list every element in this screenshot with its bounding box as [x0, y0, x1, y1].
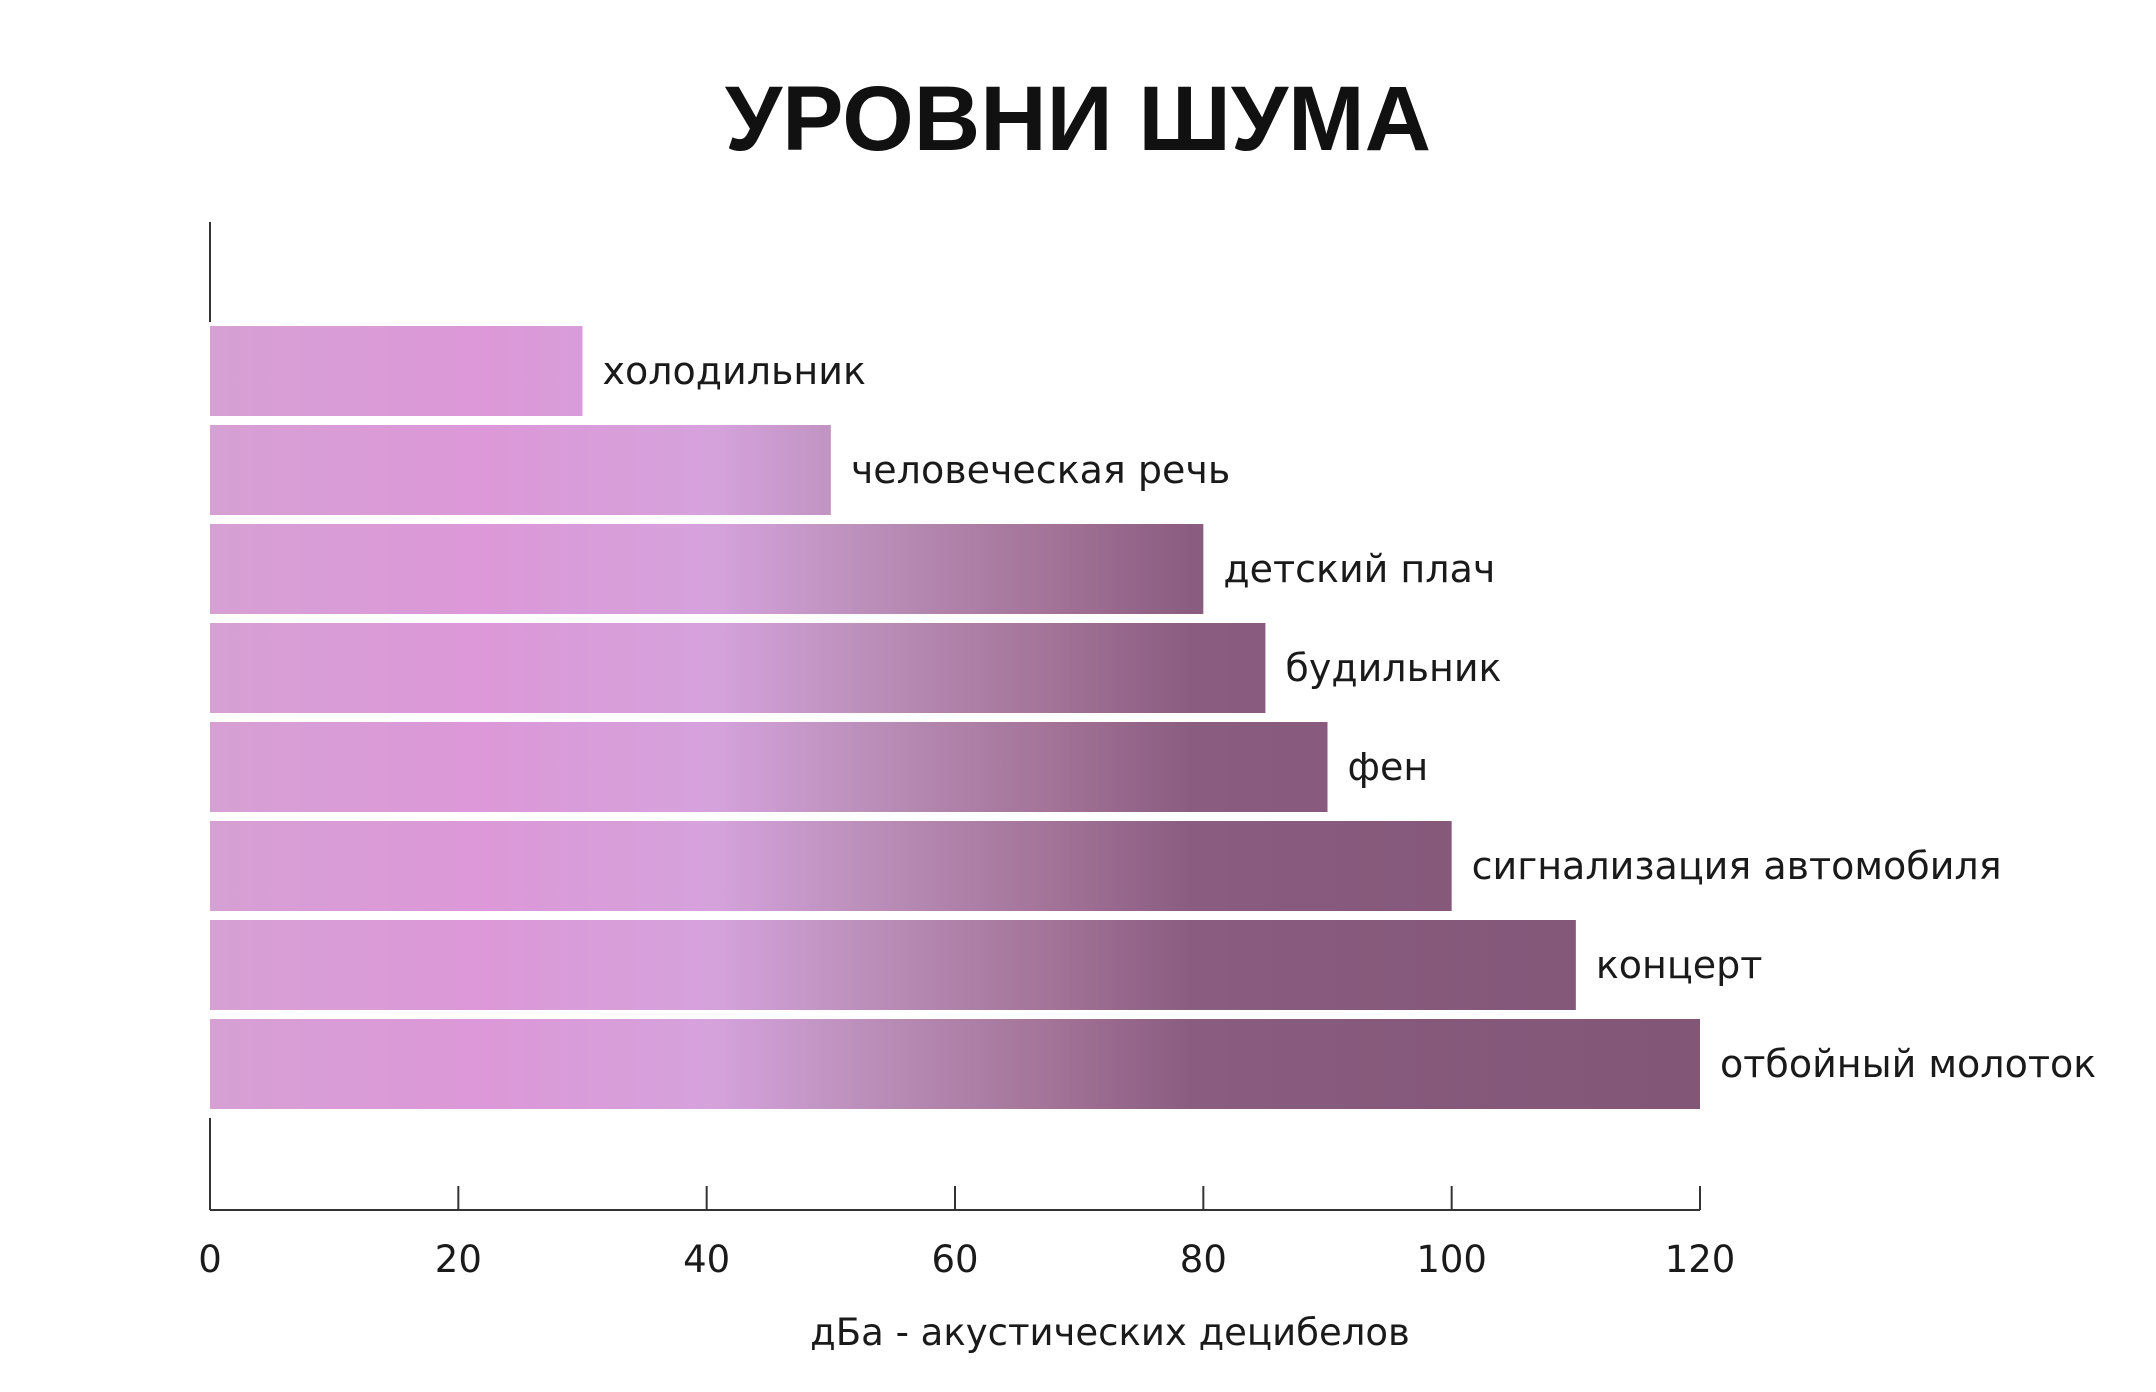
axis-layer: 0 20 40 60 80 100 120: [198, 222, 1735, 1281]
x-tick-label-40: 40: [683, 1238, 730, 1281]
bar-label-3: детский плач: [1223, 547, 1495, 591]
bar-1: [210, 326, 583, 416]
bar-7: [210, 920, 1576, 1010]
bar-3: [210, 524, 1204, 614]
bar-label-6: сигнализация автомобиля: [1472, 844, 2002, 888]
bar-label-2: человеческая речь: [851, 448, 1230, 492]
bar-label-5: фен: [1348, 745, 1429, 789]
x-tick-label-60: 60: [931, 1238, 978, 1281]
bar-4: [210, 623, 1266, 713]
bar-5: [210, 722, 1328, 812]
bar-8: [210, 1019, 1700, 1109]
bar-2: [210, 425, 831, 515]
bar-6: [210, 821, 1452, 911]
bars-layer: холодильник человеческая речь детский плач…: [210, 326, 2096, 1109]
x-tick-label-80: 80: [1180, 1238, 1227, 1281]
x-tick-label-20: 20: [435, 1238, 482, 1281]
bar-label-4: будильник: [1285, 646, 1501, 690]
bar-label-8: отбойный молоток: [1720, 1042, 2096, 1086]
x-axis-label: дБа - акустических децибелов: [810, 1311, 1410, 1354]
x-tick-label-120: 120: [1665, 1238, 1736, 1281]
x-tick-label-0: 0: [198, 1238, 222, 1281]
bar-label-1: холодильник: [603, 349, 866, 393]
chart-title: УРОВНИ ШУМА: [725, 68, 1431, 170]
bar-label-7: концерт: [1596, 943, 1763, 987]
x-tick-label-100: 100: [1416, 1238, 1487, 1281]
